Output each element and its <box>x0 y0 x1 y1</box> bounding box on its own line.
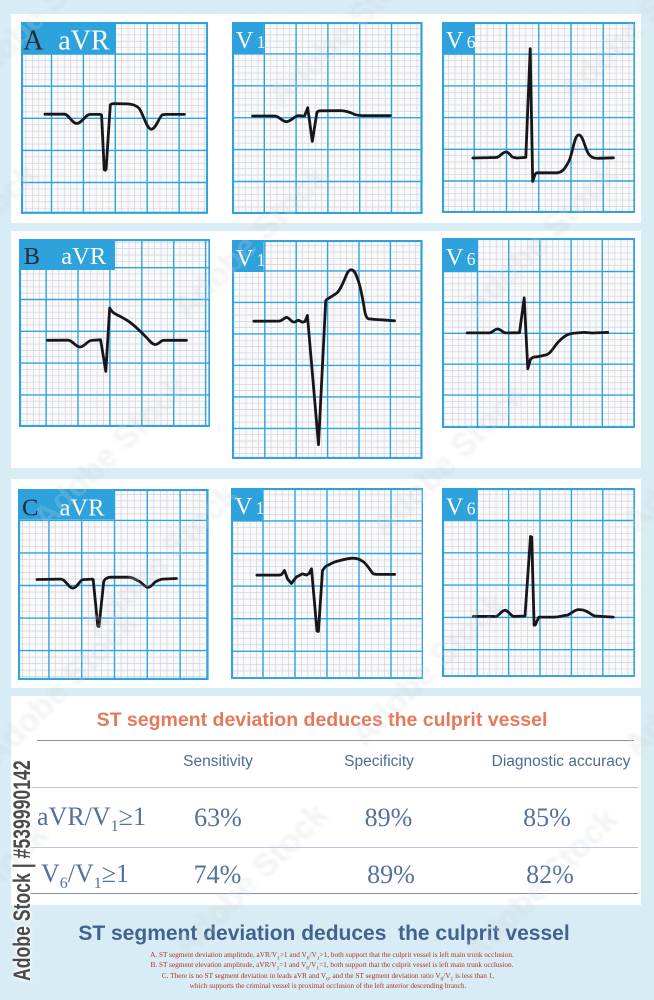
svg-text:V: V <box>445 244 463 271</box>
svg-text:V: V <box>236 245 254 272</box>
svg-text:6: 6 <box>466 498 475 518</box>
svg-text:V: V <box>236 27 254 54</box>
svg-text:6: 6 <box>466 32 475 52</box>
svg-text:V: V <box>445 27 463 54</box>
svg-text:aVR: aVR <box>60 494 106 521</box>
svg-text:1: 1 <box>255 498 264 518</box>
svg-text:C: C <box>22 494 38 521</box>
svg-text:6: 6 <box>466 249 475 269</box>
svg-text:1: 1 <box>257 250 266 270</box>
svg-text:V: V <box>234 493 252 520</box>
svg-text:aVR: aVR <box>61 243 107 270</box>
svg-text:1: 1 <box>257 32 266 52</box>
svg-text:A: A <box>23 25 43 56</box>
svg-text:aVR: aVR <box>58 25 110 56</box>
svg-text:V: V <box>445 493 463 520</box>
svg-text:B: B <box>23 243 39 270</box>
